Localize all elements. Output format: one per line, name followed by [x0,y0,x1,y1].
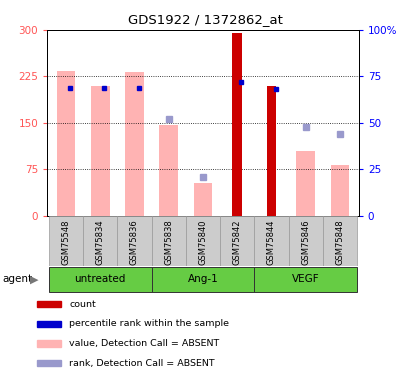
Text: GSM75840: GSM75840 [198,220,207,265]
Text: GSM75846: GSM75846 [301,220,310,265]
FancyBboxPatch shape [151,216,185,266]
FancyBboxPatch shape [185,216,220,266]
Bar [296,151,315,216]
FancyBboxPatch shape [49,267,151,292]
Text: GSM75838: GSM75838 [164,220,173,266]
Bar [193,183,212,216]
Text: VEGF: VEGF [291,274,319,284]
FancyBboxPatch shape [151,267,254,292]
Bar [232,33,241,216]
Text: ▶: ▶ [29,274,38,284]
Bar [159,125,178,216]
Text: GDS1922 / 1372862_at: GDS1922 / 1372862_at [127,13,282,26]
Bar [37,340,61,347]
FancyBboxPatch shape [220,216,254,266]
FancyBboxPatch shape [254,216,288,266]
Text: Ang-1: Ang-1 [187,274,218,284]
Bar [90,86,109,216]
Text: count: count [69,300,96,309]
FancyBboxPatch shape [117,216,151,266]
Text: GSM75836: GSM75836 [130,220,139,266]
Text: GSM75548: GSM75548 [61,220,70,265]
Text: rank, Detection Call = ABSENT: rank, Detection Call = ABSENT [69,359,214,368]
Bar [37,321,61,327]
FancyBboxPatch shape [322,216,356,266]
Text: untreated: untreated [74,274,126,284]
Text: GSM75842: GSM75842 [232,220,241,265]
Text: GSM75848: GSM75848 [335,220,344,265]
Text: percentile rank within the sample: percentile rank within the sample [69,320,229,328]
Text: agent: agent [2,274,32,284]
Text: value, Detection Call = ABSENT: value, Detection Call = ABSENT [69,339,219,348]
FancyBboxPatch shape [83,216,117,266]
Bar [37,360,61,366]
Bar [37,301,61,307]
Bar [125,72,144,216]
FancyBboxPatch shape [288,216,322,266]
Text: GSM75834: GSM75834 [95,220,104,265]
FancyBboxPatch shape [254,267,356,292]
Bar [330,165,348,216]
Text: GSM75844: GSM75844 [266,220,275,265]
FancyBboxPatch shape [49,216,83,266]
Bar [266,86,276,216]
Bar [56,72,75,216]
